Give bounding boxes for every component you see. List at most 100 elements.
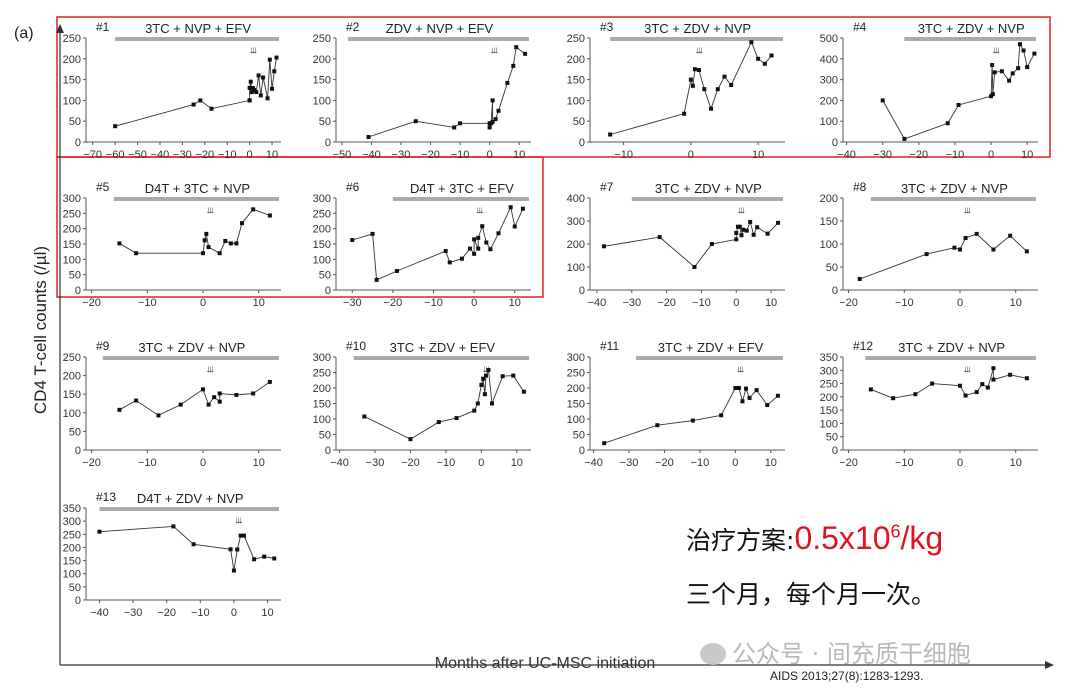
x-tick-label: −10 xyxy=(451,149,470,161)
regimen-label: 3TC + ZDV + NVP xyxy=(901,181,1008,196)
data-point xyxy=(1024,376,1029,381)
data-point xyxy=(980,382,985,387)
x-tick-label: −40 xyxy=(584,457,603,469)
data-point xyxy=(692,67,697,72)
injection-arrows-icon: ↓↓↓ xyxy=(963,364,971,375)
data-point xyxy=(1007,78,1012,83)
y-tick-label: 300 xyxy=(567,216,585,228)
x-tick-label: 10 xyxy=(513,149,525,161)
x-tick-label: −10 xyxy=(138,457,157,469)
x-tick-label: −20 xyxy=(82,457,101,469)
data-point xyxy=(247,98,252,103)
series-line xyxy=(603,220,779,268)
x-tick-label: 10 xyxy=(765,297,777,309)
series-line xyxy=(119,381,271,416)
y-tick-label: 300 xyxy=(567,352,585,364)
x-tick-label: −10 xyxy=(692,297,711,309)
data-point xyxy=(719,413,724,418)
regimen-label: 3TC + ZDV + EFV xyxy=(390,340,496,355)
x-tick-label: 0 xyxy=(957,457,963,469)
panel-10: 0 50 100 150 200 250 300 −40 −30 −20 −10 0 10 #10 3TC … xyxy=(313,339,531,469)
data-point xyxy=(930,381,935,386)
series-line xyxy=(99,525,275,571)
y-tick-label: 150 xyxy=(567,399,585,411)
x-tick-label: 10 xyxy=(1010,297,1022,309)
data-point xyxy=(234,392,239,397)
data-point xyxy=(741,227,746,232)
data-point xyxy=(989,94,994,99)
y-tick-label: 0 xyxy=(579,445,585,457)
regimen-label: 3TC + ZDV + NVP xyxy=(138,340,245,355)
figure-label: (a) xyxy=(14,25,34,42)
panel-number: #2 xyxy=(346,20,360,34)
y-tick-label: 100 xyxy=(63,569,81,581)
data-point xyxy=(274,55,279,60)
injection-arrows-icon: ↓↓↓ xyxy=(992,45,1000,56)
x-tick-label: −20 xyxy=(401,457,420,469)
x-tick-label: 10 xyxy=(765,457,777,469)
injection-arrows-icon: ↓↓↓ xyxy=(206,364,214,375)
data-point xyxy=(963,236,968,241)
y-tick-label: 150 xyxy=(313,399,331,411)
panel-3: 0 50 100 150 200 250 −10 0 10 #3 3TC + ZDV + NVP ↓↓… xyxy=(567,20,785,161)
series-line xyxy=(604,387,779,444)
panel-number: #13 xyxy=(96,490,116,504)
data-point xyxy=(252,88,257,92)
y-tick-label: 100 xyxy=(567,414,585,426)
y-tick-label: 0 xyxy=(325,285,331,297)
data-point xyxy=(857,276,862,281)
x-tick-label: −10 xyxy=(437,457,456,469)
y-tick-label: 0 xyxy=(75,445,81,457)
data-point xyxy=(472,237,477,242)
y-tick-label: 100 xyxy=(313,95,331,107)
panel-2: 0 50 100 150 200 250 −50 −40 −30 −20 −10 0 10 #2 ZDV +… xyxy=(313,20,531,161)
data-point xyxy=(608,132,613,137)
data-point xyxy=(709,242,714,246)
data-point xyxy=(242,533,247,538)
y-tick-label: 100 xyxy=(63,95,81,107)
data-point xyxy=(350,238,355,243)
data-point xyxy=(235,547,240,552)
data-point xyxy=(744,228,749,233)
x-tick-label: −10 xyxy=(946,149,965,161)
data-point xyxy=(261,75,266,80)
x-tick-label: −10 xyxy=(691,457,710,469)
data-point xyxy=(436,420,441,425)
data-point xyxy=(191,542,196,547)
data-point xyxy=(134,251,139,256)
x-tick-label: 0 xyxy=(200,457,206,469)
data-point xyxy=(952,245,957,250)
series-line xyxy=(870,368,1027,399)
data-point xyxy=(267,379,272,384)
data-point xyxy=(265,96,270,101)
data-point xyxy=(249,90,254,95)
x-tick-label: 10 xyxy=(752,149,764,161)
y-tick-label: 50 xyxy=(573,116,585,128)
data-point xyxy=(765,403,770,408)
x-tick-label: 0 xyxy=(478,457,484,469)
x-tick-label: 0 xyxy=(247,149,253,161)
data-point xyxy=(521,389,526,394)
data-point xyxy=(490,120,495,125)
x-tick-label: −10 xyxy=(191,607,210,619)
x-tick-label: 10 xyxy=(266,149,278,161)
panel-number: #10 xyxy=(346,339,366,353)
x-tick-label: 10 xyxy=(253,457,265,469)
x-tick-label: −30 xyxy=(622,297,641,309)
regimen-label: D4T + 3TC + EFV xyxy=(410,181,514,196)
data-point xyxy=(602,441,607,446)
x-tick-label: −20 xyxy=(839,297,858,309)
data-point xyxy=(198,98,203,103)
y-tick-label: 150 xyxy=(63,556,81,568)
data-point xyxy=(228,547,233,552)
regimen-annotation: 治疗方案:0.5x106/kg xyxy=(686,520,943,557)
x-tick-label: −10 xyxy=(895,457,914,469)
data-point xyxy=(913,392,918,397)
regimen-label: 3TC + ZDV + NVP xyxy=(918,21,1025,36)
x-tick-label: 0 xyxy=(957,297,963,309)
data-point xyxy=(267,57,272,62)
y-tick-label: 50 xyxy=(826,262,838,274)
y-tick-label: 150 xyxy=(63,239,81,251)
data-point xyxy=(262,554,267,559)
